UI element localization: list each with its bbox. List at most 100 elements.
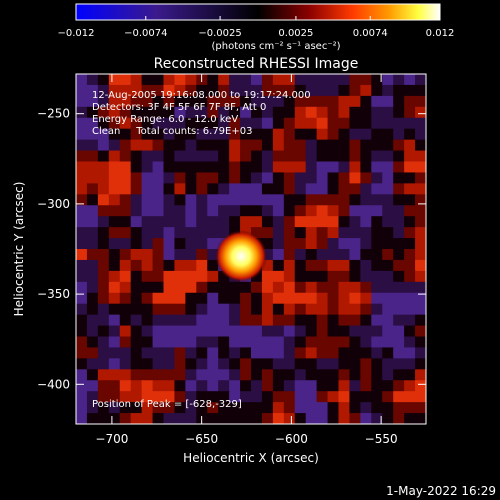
heatmap-cell (163, 139, 176, 152)
heatmap-cell (382, 358, 394, 370)
heatmap-cell (174, 216, 186, 228)
heatmap-cell (261, 336, 274, 349)
heatmap-cell (76, 325, 88, 338)
heatmap-cell (294, 172, 307, 184)
heatmap-cell (76, 358, 88, 370)
heatmap-cell (229, 347, 241, 359)
heatmap-cell (229, 336, 241, 349)
heatmap-cell (141, 216, 154, 228)
heatmap-cell (404, 128, 416, 141)
heatmap-cell (174, 281, 186, 294)
heatmap-cell (141, 84, 154, 97)
heatmap-cell (108, 183, 121, 195)
heatmap-cell (393, 281, 405, 294)
heatmap-cell (130, 172, 143, 184)
heatmap-cell (261, 205, 274, 217)
heatmap-cell (393, 161, 405, 174)
heatmap-cell (349, 227, 361, 239)
heatmap-cell (97, 369, 110, 381)
heatmap-cell (393, 117, 405, 130)
heatmap-cell (229, 117, 241, 130)
heatmap-cell (349, 303, 361, 316)
heatmap-cell (240, 183, 252, 195)
heatmap-cell (207, 238, 219, 250)
heatmap-cell (86, 238, 99, 250)
heatmap-cell (382, 281, 394, 294)
heatmap-cell (316, 358, 329, 370)
heatmap-cell (97, 84, 110, 97)
y-tick-label: −400 (37, 377, 70, 391)
heatmap-cell (371, 139, 383, 152)
heatmap-cell (185, 205, 197, 217)
heatmap-cell (349, 238, 361, 250)
heatmap-cell (327, 336, 340, 349)
heatmap-cell (316, 259, 329, 272)
heatmap-cell (404, 150, 416, 163)
heatmap-cell (229, 303, 241, 316)
heatmap-cell (349, 347, 361, 359)
heatmap-cell (327, 292, 340, 305)
heatmap-cell (196, 139, 208, 152)
heatmap-cell (207, 128, 219, 141)
heatmap-cell (316, 95, 329, 108)
heatmap-cell (185, 358, 197, 370)
heatmap-cell (283, 347, 296, 359)
heatmap-cell (207, 358, 219, 370)
heatmap-cell (86, 270, 99, 283)
heatmap-cell (294, 74, 307, 86)
heatmap-cell (97, 74, 110, 86)
heatmap-cell (218, 358, 230, 370)
heatmap-cell (371, 314, 383, 327)
heatmap-cell (371, 380, 383, 392)
heatmap-cell (163, 84, 176, 97)
heatmap-cell (360, 325, 372, 338)
heatmap-cell (76, 391, 88, 403)
heatmap-cell (327, 150, 340, 163)
heatmap-cell (349, 74, 361, 86)
x-tick-label: −600 (275, 432, 308, 446)
heatmap-cell (382, 117, 394, 130)
heatmap-cell (371, 74, 383, 86)
heatmap-cell (141, 270, 154, 283)
heatmap-cell (240, 172, 252, 184)
heatmap-cell (86, 172, 99, 184)
heatmap-cell (218, 183, 230, 195)
heatmap-cell (327, 369, 340, 381)
heatmap-cell (272, 303, 285, 316)
heatmap-cell (294, 227, 307, 239)
heatmap-cell (316, 227, 329, 239)
heatmap-cell (404, 95, 416, 108)
heatmap-cell (229, 194, 241, 206)
heatmap-cell (371, 281, 383, 294)
heatmap-cell (261, 314, 274, 327)
heatmap-cell (261, 227, 274, 239)
heatmap-cell (218, 281, 230, 294)
heatmap-cell (415, 150, 426, 163)
heatmap-cell (163, 194, 176, 206)
heatmap-cell (294, 292, 307, 305)
heatmap-cell (240, 314, 252, 327)
heatmap-cell (141, 205, 154, 217)
heatmap-cell (218, 117, 230, 130)
heatmap-cell (251, 402, 263, 414)
heatmap-cell (185, 194, 197, 206)
heatmap-cell (261, 270, 274, 283)
heatmap-cell (229, 413, 241, 424)
x-tick-label: −550 (365, 432, 398, 446)
heatmap-cell (316, 117, 329, 130)
heatmap-cell (229, 106, 241, 119)
heatmap-cell (97, 380, 110, 392)
heatmap-cell (382, 216, 394, 228)
heatmap-cell (130, 249, 143, 261)
heatmap-cell (349, 358, 361, 370)
heatmap-cell (152, 150, 165, 163)
colorbar-tick-label: −0.0025 (198, 28, 241, 39)
heatmap-cell (86, 259, 99, 272)
heatmap-cell (338, 150, 351, 163)
heatmap-cell (130, 292, 143, 305)
heatmap-cell (207, 336, 219, 349)
heatmap-cell (119, 238, 132, 250)
heatmap-cell (338, 380, 351, 392)
heatmap-cell (86, 194, 99, 206)
heatmap-cell (141, 292, 154, 305)
